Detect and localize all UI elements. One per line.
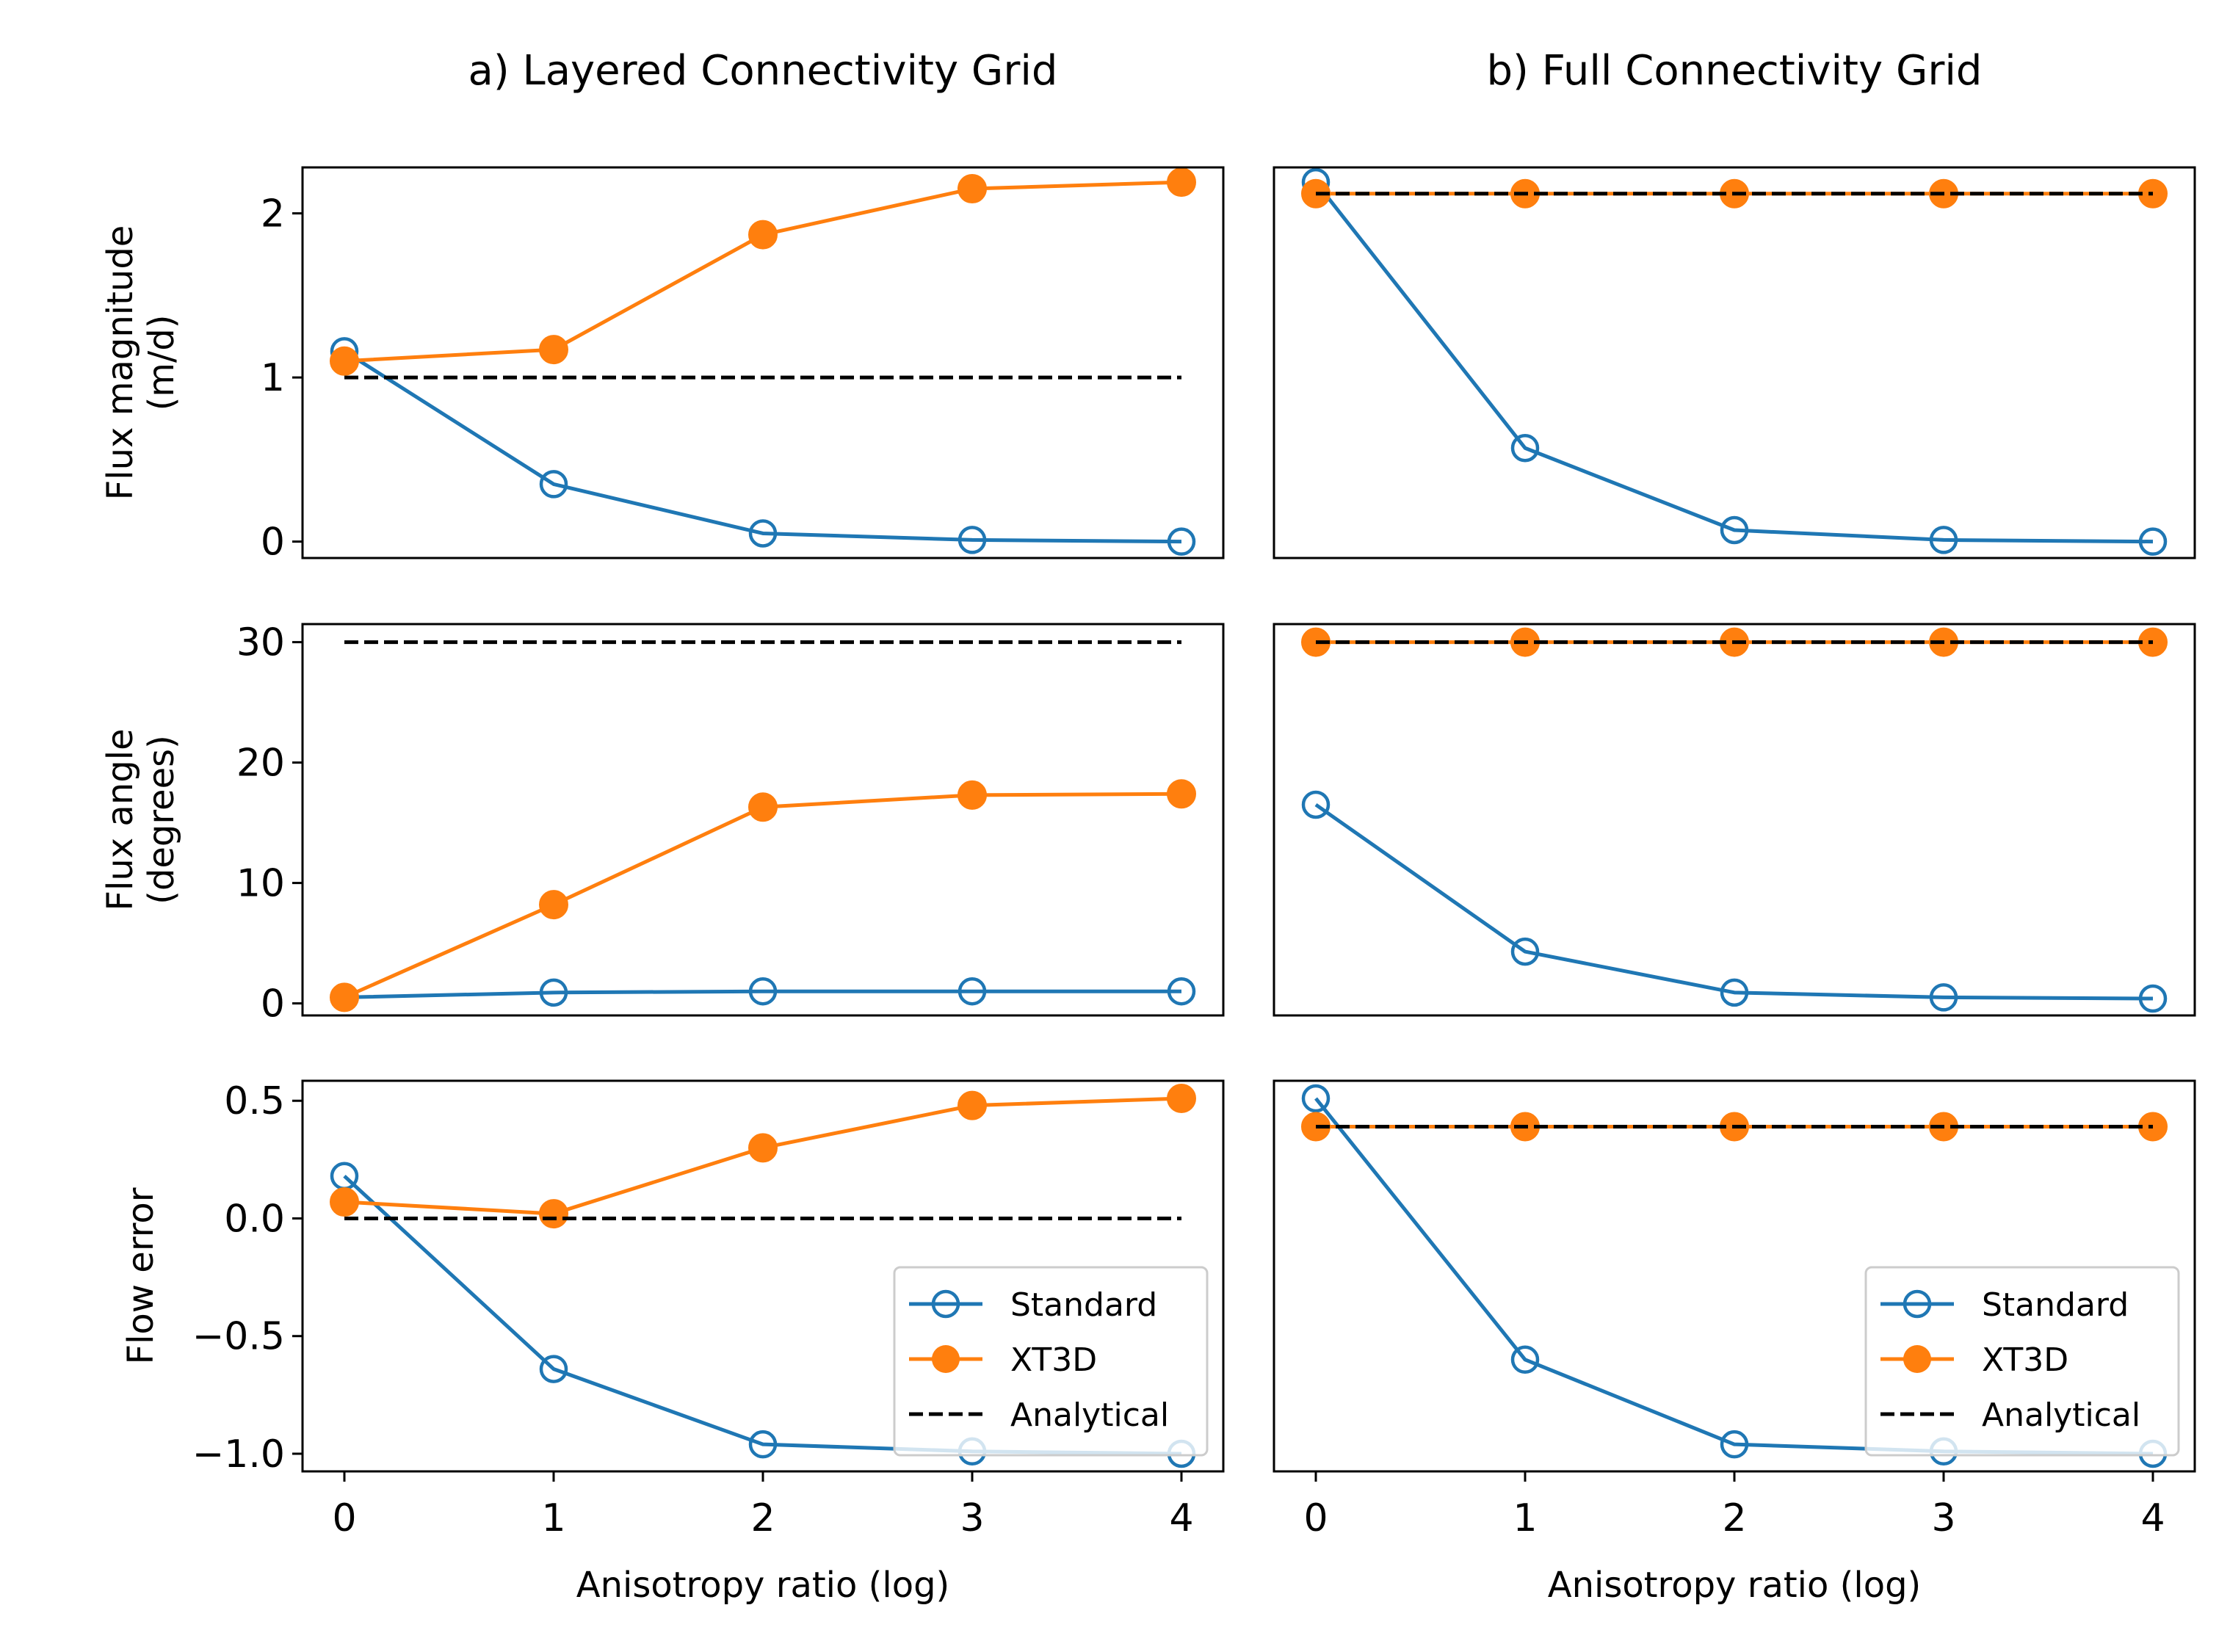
panel3-ytick-label: 0 <box>261 982 285 1026</box>
panel3-standard-point <box>748 977 778 1006</box>
panel5-xtick-label: 3 <box>960 1496 984 1540</box>
yaxis-title-line: (m/d) <box>141 315 182 411</box>
panel6-xtick-label: 4 <box>2140 1496 2165 1540</box>
panel1-ytick-label: 0 <box>261 521 285 565</box>
panel3-xt3d-point <box>539 890 568 920</box>
panel5-ytick-label: 0.0 <box>224 1197 285 1241</box>
panel5-xaxis-title: Anisotropy ratio (log) <box>576 1565 950 1606</box>
panel1-xt3d-point <box>957 174 987 204</box>
panel6-legend-analytical-label: Analytical <box>1982 1396 2140 1434</box>
panel6-standard-point <box>1510 1345 1540 1374</box>
panel3-standard-point <box>1167 977 1196 1006</box>
row2-yaxis-title: Flux angle(degrees) <box>100 728 182 910</box>
panel3-ytick-label: 20 <box>236 742 285 786</box>
panel5-xt3d-point <box>748 1133 778 1163</box>
panel6-legend-xt3d-label: XT3D <box>1982 1341 2068 1379</box>
panel3-xt3d-point <box>957 780 987 810</box>
panel3-axes-frame <box>301 623 1225 1017</box>
panel2-standard-point <box>1720 515 1749 545</box>
panel4-standard-point <box>1510 937 1540 966</box>
panel5-legend-box <box>893 1266 1209 1457</box>
yaxis-title-line: Flow error <box>120 1187 162 1364</box>
panel1-standard-point <box>539 470 568 499</box>
panel5-legend-standard-marker <box>931 1289 960 1319</box>
panel6-standard-point <box>1720 1430 1749 1459</box>
panel5-xt3d-point <box>1167 1084 1196 1114</box>
panel5-standard-point <box>539 1355 568 1383</box>
panel5-xtick-label: 0 <box>332 1496 356 1540</box>
panel1-xt3d-point <box>539 335 568 365</box>
panel4-standard-point <box>1720 978 1749 1007</box>
panel1-standard-point <box>957 526 987 554</box>
panel6-xaxis-title: Anisotropy ratio (log) <box>1548 1565 1922 1606</box>
panel1-standard-point <box>1167 527 1196 556</box>
row1-yaxis-title: Flux magnitude(m/d) <box>100 225 182 501</box>
panel4-standard-point <box>1301 790 1331 819</box>
panel2-standard-point <box>2138 527 2168 556</box>
panel1-axes-frame <box>301 166 1225 559</box>
panel5-standard-point <box>748 1430 778 1459</box>
panel3-xt3d-point <box>1167 779 1196 809</box>
panel6-legend-standard-marker <box>1903 1289 1932 1319</box>
panel2-axes-frame <box>1273 166 2196 559</box>
panel5-legend-analytical-label: Analytical <box>1010 1396 1169 1434</box>
panel6-xtick-label: 3 <box>1931 1496 1955 1540</box>
panel5-axes-frame <box>301 1079 1225 1473</box>
panel2-standard-point <box>1510 433 1540 463</box>
panel3-xt3d-point <box>748 792 778 822</box>
panel6-legend-standard-label: Standard <box>1982 1286 2129 1324</box>
column-title-b: b) Full Connectivity Grid <box>1487 47 1983 95</box>
panel6-axes-frame <box>1273 1079 2196 1473</box>
column-title-a: a) Layered Connectivity Grid <box>468 47 1058 95</box>
panel1-standard-point <box>748 519 778 548</box>
panel1-standard-line <box>343 349 1182 544</box>
panel1-ytick-label: 1 <box>261 356 285 400</box>
panel6-legend-xt3d-marker <box>1903 1345 1931 1373</box>
panel3-standard-point <box>539 978 568 1007</box>
yaxis-title-line: Flux angle <box>100 728 141 910</box>
panel1-ytick-label: 2 <box>261 192 285 236</box>
panel5-xtick-label: 4 <box>1169 1496 1193 1540</box>
panel5-xt3d-point <box>539 1199 568 1229</box>
panel6-legend-box <box>1864 1266 2180 1457</box>
panel3-ytick-label: 10 <box>236 862 285 906</box>
panel5-ytick-label: −1.0 <box>192 1432 285 1477</box>
yaxis-title-line: (degrees) <box>141 735 182 905</box>
panel1-xt3d-point <box>1167 167 1196 198</box>
panel3-xt3d-point <box>330 982 359 1012</box>
panel5-ytick-label: −0.5 <box>192 1315 285 1359</box>
panel3-standard-point <box>957 977 987 1006</box>
panel3-ytick-label: 30 <box>236 621 285 665</box>
panel5-legend-standard-label: Standard <box>1010 1286 1157 1324</box>
panel6-xtick-label: 1 <box>1513 1496 1537 1540</box>
panel5-xt3d-point <box>330 1187 359 1217</box>
panel4-standard-point <box>1929 983 1958 1012</box>
panel1-xt3d-point <box>748 220 778 250</box>
panel5-legend-xt3d-label: XT3D <box>1010 1341 1097 1379</box>
panel5-xtick-label: 2 <box>750 1496 775 1540</box>
panel5-ytick-label: 0.5 <box>224 1079 285 1123</box>
panel5-xt3d-point <box>957 1090 987 1120</box>
panel6-xtick-label: 2 <box>1722 1496 1746 1540</box>
row3-yaxis-title: Flow error <box>120 1187 162 1364</box>
panel3-standard-line <box>344 989 1181 999</box>
panel4-standard-line <box>1314 803 2154 1001</box>
panel5-xtick-label: 1 <box>541 1496 565 1540</box>
panel6-standard-point <box>1301 1084 1331 1113</box>
panel4-standard-point <box>2138 984 2168 1013</box>
yaxis-title-line: Flux magnitude <box>100 225 141 501</box>
panel4-axes-frame <box>1273 623 2196 1017</box>
panel2-standard-line <box>1314 181 2154 544</box>
panel2-standard-point <box>1929 526 1958 554</box>
panel1-xt3d-point <box>330 346 359 376</box>
panel6-xtick-label: 0 <box>1303 1496 1328 1540</box>
panel5-legend-xt3d-marker <box>932 1345 960 1373</box>
